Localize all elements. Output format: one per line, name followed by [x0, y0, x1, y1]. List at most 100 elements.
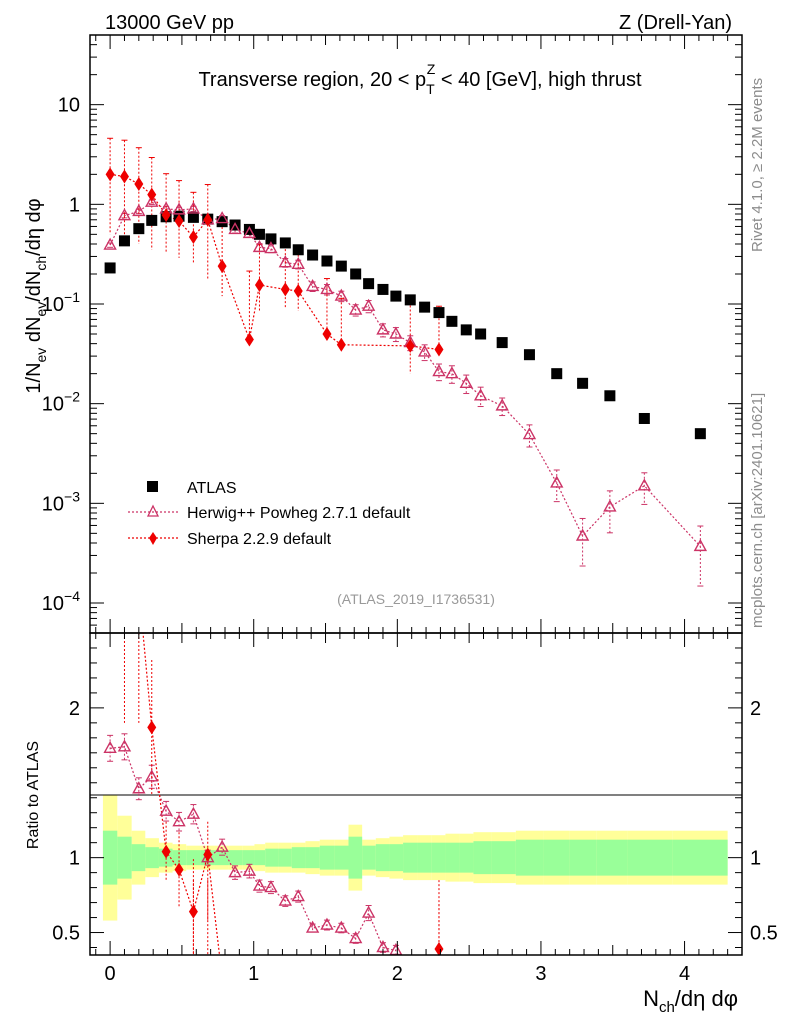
sherpa-point [119, 169, 129, 184]
main-ytick-label: 10−3 [42, 488, 80, 515]
ratio-band-inner [319, 845, 335, 870]
ratio-ytick-label: 0.5 [52, 923, 80, 945]
main-ytick-label-exp: −2 [64, 389, 80, 405]
ratio-herwig-point [320, 917, 334, 930]
ratio-band-inner [228, 850, 243, 866]
ratio-herwig-point [252, 878, 267, 891]
ylabel-p4: /dN [23, 271, 45, 302]
sherpa-point [405, 338, 415, 353]
atlas-point [377, 283, 389, 295]
atlas-point [496, 337, 508, 349]
header-left: 13000 GeV pp [105, 12, 234, 34]
herwig-point [305, 278, 320, 292]
title-pre: Transverse region, 20 < p [198, 69, 426, 91]
ratio-xtick-label: 0 [105, 963, 116, 985]
ratio-herwig-point [334, 920, 349, 933]
ratio-band-inner [348, 836, 363, 879]
ratio-herwig-line [110, 746, 397, 952]
ratio-sherpa-point [174, 862, 184, 877]
herwig-point [445, 366, 459, 379]
legend-sherpa-label: Sherpa 2.2.9 default [187, 531, 332, 548]
atlas-point [253, 228, 265, 240]
side-label-bottom: mcplots.cern.ch [arXiv:2401.10621] [749, 393, 766, 628]
legend-atlas-label: ATLAS [187, 480, 237, 497]
sherpa-point [147, 187, 157, 202]
ratio-herwig-point [117, 739, 132, 752]
sherpa-point [203, 212, 213, 227]
ratio-ytick-labels: 0.5 0.5 1 1 2 2 [52, 698, 778, 945]
atlas-point [551, 368, 563, 380]
ratio-sherpa-point [161, 844, 171, 859]
sherpa-point [161, 208, 171, 223]
main-ytick-label-base: 10 [42, 394, 64, 416]
sherpa-point [254, 278, 264, 293]
ratio-sherpa-point [434, 942, 444, 957]
ratio-band-inner [117, 836, 132, 879]
ratio-frame [89, 632, 743, 956]
chart-title: Transverse region, 20 < pTZ < 40 [GeV], … [198, 61, 642, 97]
ylabel-p6: /dη dφ [23, 198, 45, 255]
sherpa-point [188, 230, 198, 245]
sherpa-point [280, 282, 290, 297]
herwig-point [320, 281, 334, 295]
ratio-herwig-point [159, 803, 173, 816]
main-ytick-label: 10−2 [42, 389, 80, 416]
main-ytick-label-base: 1 [69, 194, 80, 216]
ratio-band-inner [459, 842, 474, 873]
ratio-series [103, 633, 444, 957]
main-ytick-label: 10 [58, 95, 80, 117]
legend-herwig-marker [146, 504, 160, 517]
herwig-point [334, 288, 349, 301]
herwig-point [550, 475, 564, 488]
herwig-point [389, 326, 403, 339]
atlas-point [146, 214, 158, 226]
ratio-herwig-point [228, 865, 242, 878]
atlas-point [279, 237, 291, 249]
ratio-sherpa-point [188, 904, 198, 919]
ratio-xtick-label: 1 [248, 963, 259, 985]
atlas-point [133, 223, 145, 235]
main-ytick-label-exp: −4 [64, 588, 80, 604]
herwig-point [348, 302, 363, 315]
herwig-point [473, 388, 488, 401]
ylabel-p1: ev [33, 348, 49, 363]
herwig-point [575, 528, 590, 541]
xlabel-p1: ch [659, 999, 675, 1016]
atlas-point [265, 233, 277, 245]
herwig-point [215, 211, 229, 224]
atlas-point [475, 328, 487, 340]
ratio-ytick-label-right: 1 [750, 848, 761, 870]
ratio-band-inner [672, 839, 728, 876]
herwig-point [172, 202, 186, 215]
ratio-band-inner [389, 844, 404, 872]
herwig-point [264, 241, 278, 254]
ratio-herwig-point [361, 905, 376, 918]
atlas-point [460, 324, 472, 336]
watermark: (ATLAS_2019_I1736531) [337, 591, 495, 607]
ratio-band-inner [362, 845, 376, 870]
atlas-point [390, 290, 402, 302]
ylabel-p0: 1/N [23, 362, 45, 393]
title-post: < 40 [GeV], high thrust [435, 69, 642, 91]
ratio-sherpa-point [203, 847, 213, 862]
ratio-herwig-point [132, 781, 146, 794]
side-label-top: Rivet 4.1.0, ≥ 2.2M events [749, 78, 766, 252]
legend-sherpa-marker [149, 532, 157, 545]
ratio-band-inner [102, 830, 118, 885]
ratio-ytick-label-right: 0.5 [750, 923, 778, 945]
atlas-point [404, 294, 416, 306]
ratio-ytick-label: 2 [69, 698, 80, 720]
header-right: Z (Drell-Yan) [619, 12, 732, 34]
sherpa-point [322, 327, 332, 341]
ratio-herwig-point [278, 893, 292, 906]
herwig-point [242, 226, 257, 239]
sherpa-point [244, 332, 254, 347]
ratio-ytick-label-right: 2 [750, 698, 761, 720]
herwig-point [291, 256, 305, 270]
ratio-band-inner [254, 850, 266, 866]
ratio-xtick-label: 4 [679, 963, 690, 985]
ratio-band-inner [596, 839, 628, 876]
ratio-herwig-point [145, 769, 159, 782]
ratio-band-inner [186, 850, 201, 866]
sherpa-point [293, 284, 303, 299]
